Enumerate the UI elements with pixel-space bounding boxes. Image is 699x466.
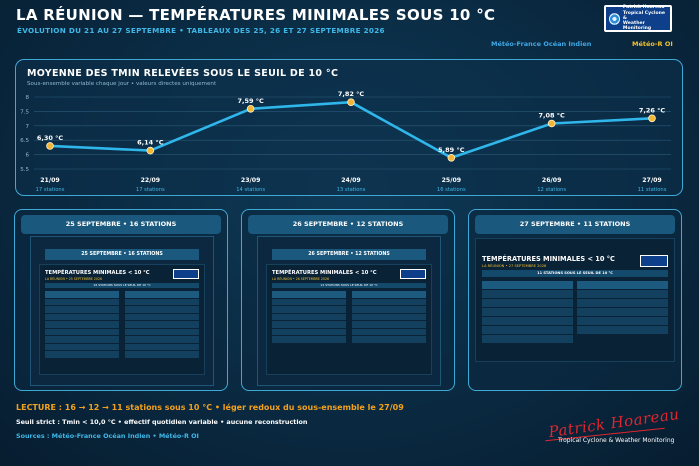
logo-line-3: Weather Monitoring: [622, 21, 652, 32]
station-count-label: 17 stations: [36, 187, 65, 193]
data-point: [146, 146, 155, 155]
reading-summary: LECTURE : 16 → 12 → 11 stations sous 10 …: [16, 403, 404, 412]
x-tick-label: 24/09: [341, 177, 360, 184]
logo-line-2: Tropical Cyclone &: [622, 10, 666, 21]
cyclone-icon: [609, 12, 620, 25]
brand-logo: Patrick Hoareau Tropical Cyclone & Weath…: [604, 5, 672, 32]
station-count-label: 17 stations: [136, 187, 165, 193]
station-count-label: 11 stations: [638, 187, 667, 193]
thumbnail-logo: [173, 269, 199, 279]
data-label: 6,14 °C: [137, 139, 164, 147]
thumbnail-logo: [640, 255, 668, 267]
source-label-meteo-r: Météo-R OI: [632, 40, 673, 48]
thumbnail-doc-title: TEMPÉRATURES MINIMALES < 10 °C: [45, 270, 150, 276]
thumbnail-doc-subtitle: LA RÉUNION • 27 SEPTEMBRE 2026: [482, 264, 547, 268]
x-tick-label: 23/09: [241, 177, 260, 184]
y-tick-label: 5.5: [20, 167, 29, 173]
thumbnail-header: 25 SEPTEMBRE • 16 STATIONS: [45, 249, 199, 260]
station-count-label: 14 stations: [236, 187, 265, 193]
thumbnail-table-right: [352, 291, 426, 344]
thumbnail-doc-title: TEMPÉRATURES MINIMALES < 10 °C: [272, 270, 377, 276]
y-tick-label: 7.5: [20, 109, 29, 115]
thumbnail-header: 26 SEPTEMBRE • 12 STATIONS: [272, 249, 426, 260]
y-tick-label: 8: [26, 95, 30, 101]
data-label: 7,08 °C: [539, 111, 566, 119]
signature-tagline: Tropical Cyclone & Weather Monitoring: [558, 437, 675, 444]
page-subtitle: ÉVOLUTION DU 21 AU 27 SEPTEMBRE • TABLEA…: [17, 26, 385, 35]
data-point: [547, 119, 556, 128]
thumbnail-doc-title: TEMPÉRATURES MINIMALES < 10 °C: [482, 255, 615, 263]
data-point: [246, 105, 255, 113]
page-title: LA RÉUNION — TEMPÉRATURES MINIMALES SOUS…: [16, 6, 496, 24]
x-tick-label: 25/09: [442, 177, 461, 184]
thumbnail-doc-subtitle: LA RÉUNION • 25 SEPTEMBRE 2026: [45, 277, 103, 281]
x-tick-label: 22/09: [141, 177, 160, 184]
table-thumbnail: 25 SEPTEMBRE • 16 STATIONS TEMPÉRATURES …: [30, 236, 214, 386]
card-title: 26 SEPTEMBRE • 12 STATIONS: [248, 215, 448, 234]
signature-logo: Patrick Hoareau: [547, 404, 681, 442]
threshold-note: Seuil strict : Tmin < 10,0 °C • effectif…: [16, 418, 308, 426]
data-label: 7,26 °C: [639, 106, 666, 114]
card-25-september: 25 SEPTEMBRE • 16 STATIONS 25 SEPTEMBRE …: [14, 209, 228, 391]
data-label: 5,89 °C: [438, 146, 465, 154]
thumbnail-table-left: [482, 281, 574, 344]
x-tick-label: 26/09: [542, 177, 561, 184]
sources-line: Sources : Météo-France Océan Indien • Mé…: [16, 432, 199, 440]
y-tick-label: 6: [26, 153, 30, 159]
line-chart: 8 7.5 7 6.5 6 5.5 6,30 °C 21/09 17 stations 6,14 …: [20, 90, 671, 193]
thumbnail-table-left: [272, 291, 346, 344]
data-point: [648, 114, 656, 123]
data-point: [447, 153, 456, 162]
source-label-meteo-france: Météo-France Océan Indien: [491, 40, 592, 48]
thumbnail-doc-subtitle: LA RÉUNION • 26 SEPTEMBRE 2026: [272, 277, 330, 281]
y-tick-label: 6.5: [20, 138, 29, 144]
thumbnail-table-right: [125, 291, 199, 359]
chart-title: MOYENNE DES TMIN RELEVÉES SOUS LE SEUIL …: [27, 68, 339, 79]
thumbnail-table-right: [576, 281, 668, 335]
thumbnail-table-left: [45, 291, 119, 359]
card-27-september: 27 SEPTEMBRE • 11 STATIONS TEMPÉRATURES …: [468, 209, 682, 391]
chart-panel: MOYENNE DES TMIN RELEVÉES SOUS LE SEUIL …: [15, 59, 683, 196]
table-thumbnail: 26 SEPTEMBRE • 12 STATIONS TEMPÉRATURES …: [257, 236, 441, 386]
data-label: 7,59 °C: [238, 97, 265, 105]
logo-line-1: Patrick Hoareau: [622, 5, 665, 11]
data-label: 7,82 °C: [338, 90, 365, 98]
data-point: [46, 142, 54, 150]
data-point: [347, 98, 355, 106]
card-title: 25 SEPTEMBRE • 16 STATIONS: [21, 215, 221, 234]
thumbnail-strip: 11 STATIONS SOUS LE SEUIL DE 10 °C: [482, 270, 668, 277]
thumbnail-strip: 12 STATIONS SOUS LE SEUIL DE 10 °C: [272, 283, 426, 288]
card-title: 27 SEPTEMBRE • 11 STATIONS: [475, 215, 675, 234]
x-tick-label: 21/09: [40, 177, 59, 184]
table-thumbnail: TEMPÉRATURES MINIMALES < 10 °C LA RÉUNIO…: [475, 238, 675, 362]
data-label: 6,30 °C: [37, 134, 64, 142]
thumbnail-strip: 16 STATIONS SOUS LE SEUIL DE 10 °C: [45, 283, 199, 288]
station-count-label: 16 stations: [437, 187, 466, 193]
card-26-september: 26 SEPTEMBRE • 12 STATIONS 26 SEPTEMBRE …: [241, 209, 455, 391]
chart-subtitle: Sous-ensemble variable chaque jour • val…: [27, 81, 217, 87]
station-count-label: 12 stations: [537, 187, 566, 193]
thumbnail-logo: [400, 269, 426, 279]
station-count-label: 13 stations: [337, 187, 366, 193]
y-tick-label: 7: [26, 124, 30, 130]
x-tick-label: 27/09: [642, 177, 661, 184]
